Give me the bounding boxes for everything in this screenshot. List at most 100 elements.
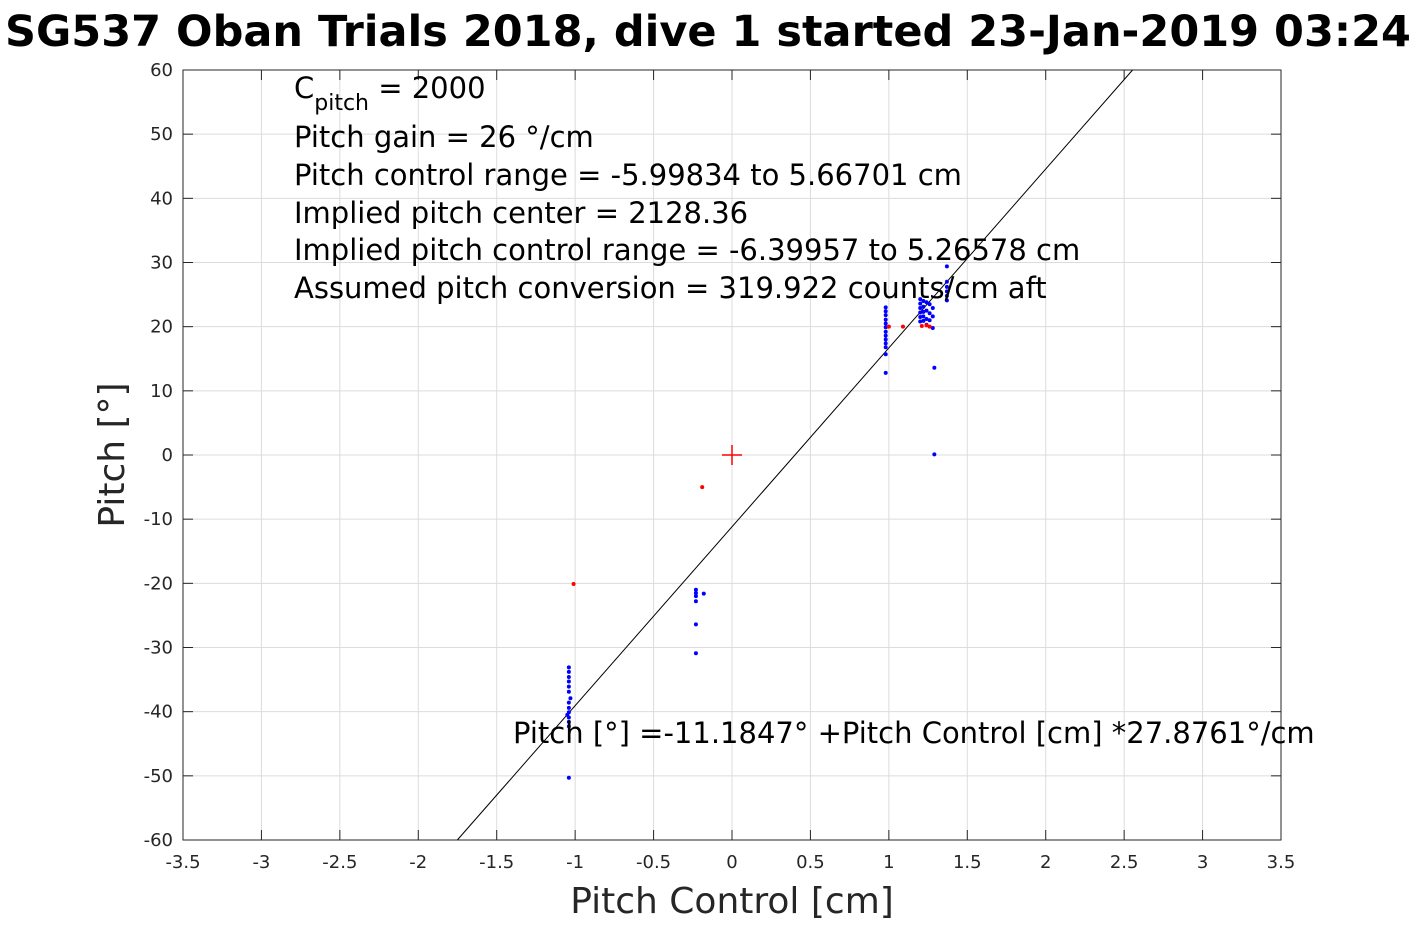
blue-data-point [693, 590, 698, 595]
blue-data-point [927, 318, 932, 323]
control-range-annotation: Pitch control range = -5.99834 to 5.6670… [294, 158, 962, 192]
x-tick-label: -2.5 [322, 852, 357, 873]
blue-data-point [918, 306, 923, 311]
c-pitch-letter: C [294, 71, 314, 105]
blue-data-point [883, 341, 888, 346]
blue-data-point [944, 298, 949, 303]
blue-data-point [921, 309, 926, 314]
blue-data-point [566, 775, 571, 780]
y-tick-label: -20 [144, 573, 173, 594]
blue-data-point [883, 325, 888, 330]
blue-data-point [918, 315, 923, 320]
y-tick-label: -50 [144, 766, 173, 787]
blue-data-point [883, 309, 888, 314]
blue-data-point [883, 317, 888, 322]
grid-lines [182, 69, 1282, 841]
blue-data-point [693, 599, 698, 604]
x-tick-label: 2 [1040, 852, 1051, 873]
x-tick-label: 3.5 [1267, 852, 1296, 873]
x-tick-label: 1 [883, 852, 894, 873]
blue-data-point [944, 289, 949, 294]
blue-data-point [927, 302, 932, 307]
c-pitch-value: = 2000 [369, 71, 486, 105]
blue-data-point [944, 284, 949, 289]
blue-data-point [924, 308, 929, 313]
y-tick-label: 60 [150, 60, 173, 81]
red-data-point [571, 581, 576, 586]
blue-data-point [693, 594, 698, 599]
blue-data-point [566, 684, 571, 689]
chart-title: SG537 Oban Trials 2018, dive 1 started 2… [5, 7, 1411, 57]
blue-data-point [566, 679, 571, 684]
c-pitch-annotation: Cpitch = 2000 [294, 71, 486, 116]
blue-data-point [566, 705, 571, 710]
blue-data-point [924, 316, 929, 321]
red-data-point [919, 324, 924, 329]
center-marker-layer [722, 445, 742, 465]
x-tick-label: 2.5 [1110, 852, 1139, 873]
red-data-point [700, 485, 705, 490]
blue-data-point [927, 311, 932, 316]
blue-data-point [930, 314, 935, 319]
x-axis-ticks: -3.5 -3 -2.5 -2 -1.5 -1 -0.5 0 0.5 1 1.5 2 2.5 3 3.5 [165, 70, 1295, 873]
blue-data-point [883, 370, 888, 375]
red-data-point [927, 324, 932, 329]
y-tick-label: 30 [150, 253, 173, 274]
y-tick-label: 40 [150, 188, 173, 209]
blue-data-point [921, 314, 926, 319]
blue-data-point [566, 669, 571, 674]
red-data-point [886, 324, 891, 329]
blue-data-point [944, 279, 949, 284]
blue-data-point [883, 305, 888, 310]
x-tick-label: -2 [409, 852, 427, 873]
blue-data-point [565, 712, 570, 717]
y-tick-label: -60 [144, 830, 173, 851]
x-tick-label: 3 [1197, 852, 1208, 873]
blue-data-point [924, 300, 929, 305]
blue-data-point [921, 318, 926, 323]
blue-data-point [693, 651, 698, 656]
data-points-layer [565, 264, 949, 780]
blue-data-point [921, 299, 926, 303]
blue-data-point [932, 452, 937, 457]
blue-data-point [930, 325, 935, 330]
y-axis-label: Pitch [°] [92, 382, 133, 527]
blue-data-point [883, 337, 888, 342]
blue-data-point [883, 345, 888, 350]
y-tick-label: 10 [150, 381, 173, 402]
blue-data-point [883, 352, 888, 357]
red-data-point [900, 324, 905, 329]
x-tick-label: 1.5 [953, 852, 982, 873]
blue-data-point [921, 304, 926, 309]
y-tick-label: -10 [144, 509, 173, 530]
implied-center-annotation: Implied pitch center = 2128.36 [294, 196, 748, 230]
y-tick-label: 50 [150, 124, 173, 145]
blue-data-point [883, 333, 888, 338]
x-tick-label: -3 [252, 852, 270, 873]
blue-data-point [566, 665, 571, 670]
blue-data-point [566, 719, 571, 724]
fit-equation-annotation: Pitch [°] =-11.1847° +Pitch Control [cm]… [513, 716, 1315, 750]
blue-data-point [883, 329, 888, 334]
y-tick-label: 0 [162, 445, 173, 466]
x-axis-label: Pitch Control [cm] [570, 881, 894, 922]
pitch-gain-annotation: Pitch gain = 26 °/cm [294, 120, 594, 154]
conversion-annotation: Assumed pitch conversion = 319.922 count… [294, 271, 1047, 305]
blue-data-point [566, 689, 571, 694]
blue-data-point [944, 264, 949, 269]
blue-data-point [930, 306, 935, 311]
blue-data-point [918, 301, 923, 306]
blue-data-point [944, 293, 949, 298]
blue-data-point [566, 675, 571, 680]
x-tick-label: -1 [566, 852, 584, 873]
blue-data-point [918, 319, 923, 324]
blue-data-point [693, 587, 698, 592]
blue-data-point [883, 313, 888, 318]
y-axis-ticks: -60 -50 -40 -30 -20 -10 0 10 20 30 40 50 60 [144, 60, 1281, 851]
blue-data-point [701, 591, 706, 596]
x-tick-label: 0 [726, 852, 737, 873]
blue-data-point [918, 297, 923, 302]
blue-data-point [693, 622, 698, 627]
y-tick-label: -40 [144, 702, 173, 723]
